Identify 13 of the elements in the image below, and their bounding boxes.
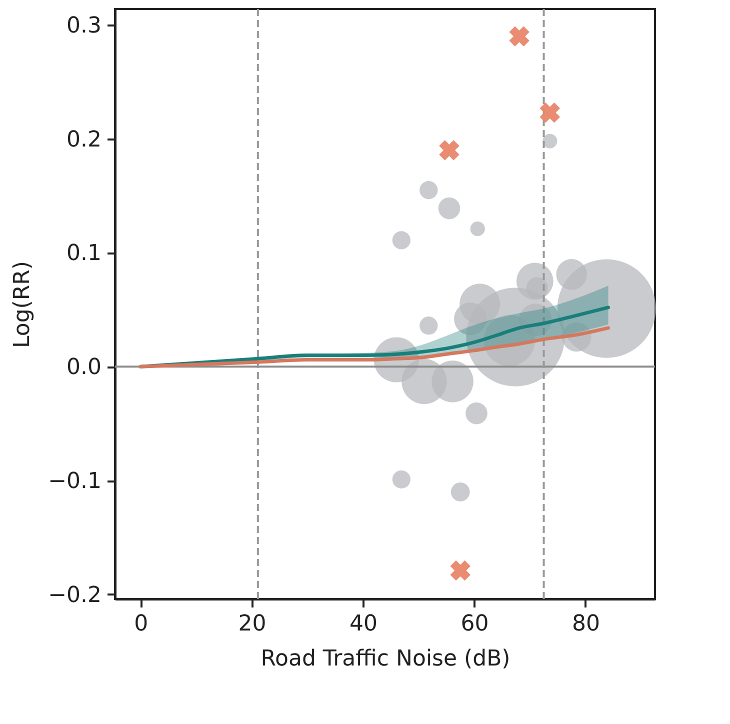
y-tick-label: −0.2 (48, 582, 102, 608)
y-tick-label: −0.1 (48, 469, 102, 494)
y-tick-label: 0.2 (66, 127, 102, 152)
x-axis-title: Road Traffic Noise (dB) (260, 646, 510, 672)
y-tick-label: 0.1 (66, 241, 102, 266)
x-tick-label: 60 (460, 612, 489, 636)
y-tick-label: 0.3 (66, 13, 102, 38)
x-tick-label: 20 (238, 612, 266, 636)
y-axis-title: Log(RR) (10, 260, 36, 348)
x-tick-label: 80 (572, 612, 600, 636)
x-tick-label: 0 (134, 612, 148, 636)
y-tick-label: 0.0 (66, 355, 102, 380)
x-tick-label: 40 (350, 612, 378, 636)
